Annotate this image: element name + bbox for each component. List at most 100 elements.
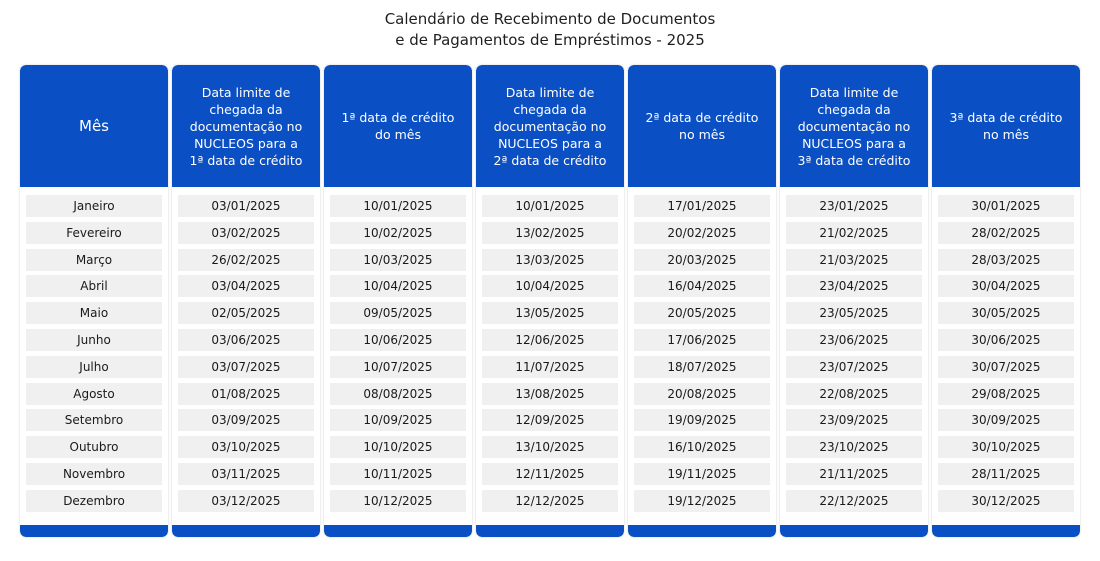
table-column-2: Data limite de chegada da documentação n… <box>172 65 320 537</box>
date-cell: 03/06/2025 <box>178 328 314 351</box>
date-cell: 10/09/2025 <box>330 409 466 432</box>
date-cell: 12/11/2025 <box>482 462 618 485</box>
date-cell: 03/04/2025 <box>178 275 314 298</box>
title-line-2: e de Pagamentos de Empréstimos - 2025 <box>395 31 705 49</box>
page-title: Calendário de Recebimento de Documentos … <box>0 9 1100 51</box>
column-cells: 17/01/2025 20/02/2025 20/03/2025 16/04/2025… <box>634 195 770 517</box>
date-cell: 01/08/2025 <box>178 382 314 405</box>
column-cells: 10/01/2025 13/02/2025 13/03/2025 10/04/2025… <box>482 195 618 517</box>
date-cell: 21/02/2025 <box>786 221 922 244</box>
month-cell: Setembro <box>26 409 162 432</box>
date-cell: 10/03/2025 <box>330 248 466 271</box>
date-cell: 20/08/2025 <box>634 382 770 405</box>
date-cell: 03/10/2025 <box>178 436 314 459</box>
date-cell: 02/05/2025 <box>178 302 314 325</box>
date-cell: 19/12/2025 <box>634 489 770 512</box>
date-cell: 03/01/2025 <box>178 195 314 217</box>
date-cell: 30/10/2025 <box>938 436 1074 459</box>
date-cell: 16/10/2025 <box>634 436 770 459</box>
date-cell: 10/04/2025 <box>330 275 466 298</box>
date-cell: 30/07/2025 <box>938 355 1074 378</box>
date-cell: 13/02/2025 <box>482 221 618 244</box>
month-cell: Novembro <box>26 462 162 485</box>
date-cell: 29/08/2025 <box>938 382 1074 405</box>
date-cell: 03/02/2025 <box>178 221 314 244</box>
date-cell: 08/08/2025 <box>330 382 466 405</box>
date-cell: 28/11/2025 <box>938 462 1074 485</box>
date-cell: 20/05/2025 <box>634 302 770 325</box>
date-cell: 30/04/2025 <box>938 275 1074 298</box>
date-cell: 23/06/2025 <box>786 328 922 351</box>
date-cell: 16/04/2025 <box>634 275 770 298</box>
date-cell: 23/07/2025 <box>786 355 922 378</box>
column-cells: Janeiro Fevereiro Março Abril Maio Junho Julho… <box>26 195 162 517</box>
column-header: Mês <box>20 65 168 187</box>
date-cell: 19/09/2025 <box>634 409 770 432</box>
date-cell: 09/05/2025 <box>330 302 466 325</box>
month-cell: Abril <box>26 275 162 298</box>
date-cell: 10/02/2025 <box>330 221 466 244</box>
column-footer <box>172 525 320 537</box>
date-cell: 03/11/2025 <box>178 462 314 485</box>
date-cell: 28/02/2025 <box>938 221 1074 244</box>
column-footer <box>628 525 776 537</box>
date-cell: 10/11/2025 <box>330 462 466 485</box>
column-header: 1ª data de crédito do mês <box>324 65 472 187</box>
date-cell: 10/10/2025 <box>330 436 466 459</box>
month-cell: Maio <box>26 302 162 325</box>
date-cell: 21/11/2025 <box>786 462 922 485</box>
date-cell: 30/12/2025 <box>938 489 1074 512</box>
date-cell: 12/12/2025 <box>482 489 618 512</box>
date-cell: 20/02/2025 <box>634 221 770 244</box>
date-cell: 10/12/2025 <box>330 489 466 512</box>
month-cell: Julho <box>26 355 162 378</box>
column-header: Data limite de chegada da documentação n… <box>780 65 928 187</box>
date-cell: 22/08/2025 <box>786 382 922 405</box>
table-column-7: 3ª data de crédito no mês 30/01/2025 28/02… <box>932 65 1080 537</box>
column-cells: 03/01/2025 03/02/2025 26/02/2025 03/04/2025… <box>178 195 314 517</box>
table-column-3: 1ª data de crédito do mês 10/01/2025 10/02… <box>324 65 472 537</box>
date-cell: 13/10/2025 <box>482 436 618 459</box>
date-cell: 23/09/2025 <box>786 409 922 432</box>
title-line-1: Calendário de Recebimento de Documentos <box>384 10 716 28</box>
date-cell: 18/07/2025 <box>634 355 770 378</box>
column-footer <box>476 525 624 537</box>
month-cell: Agosto <box>26 382 162 405</box>
date-cell: 17/06/2025 <box>634 328 770 351</box>
date-cell: 21/03/2025 <box>786 248 922 271</box>
month-cell: Dezembro <box>26 489 162 512</box>
month-cell: Março <box>26 248 162 271</box>
date-cell: 10/01/2025 <box>482 195 618 217</box>
table-column-4: Data limite de chegada da documentação n… <box>476 65 624 537</box>
date-cell: 11/07/2025 <box>482 355 618 378</box>
date-cell: 10/06/2025 <box>330 328 466 351</box>
date-cell: 13/05/2025 <box>482 302 618 325</box>
column-header: Data limite de chegada da documentação n… <box>476 65 624 187</box>
date-cell: 13/03/2025 <box>482 248 618 271</box>
column-footer <box>20 525 168 537</box>
date-cell: 03/07/2025 <box>178 355 314 378</box>
date-cell: 30/06/2025 <box>938 328 1074 351</box>
month-cell: Fevereiro <box>26 221 162 244</box>
column-header: 3ª data de crédito no mês <box>932 65 1080 187</box>
column-footer <box>932 525 1080 537</box>
month-cell: Junho <box>26 328 162 351</box>
date-cell: 19/11/2025 <box>634 462 770 485</box>
date-cell: 30/09/2025 <box>938 409 1074 432</box>
date-cell: 10/07/2025 <box>330 355 466 378</box>
date-cell: 23/05/2025 <box>786 302 922 325</box>
date-cell: 13/08/2025 <box>482 382 618 405</box>
date-cell: 23/01/2025 <box>786 195 922 217</box>
table-column-5: 2ª data de crédito no mês 17/01/2025 20/02… <box>628 65 776 537</box>
column-cells: 23/01/2025 21/02/2025 21/03/2025 23/04/2025… <box>786 195 922 517</box>
column-cells: 30/01/2025 28/02/2025 28/03/2025 30/04/2025… <box>938 195 1074 517</box>
date-cell: 22/12/2025 <box>786 489 922 512</box>
date-cell: 03/09/2025 <box>178 409 314 432</box>
column-header: Data limite de chegada da documentação n… <box>172 65 320 187</box>
date-cell: 23/10/2025 <box>786 436 922 459</box>
date-cell: 12/06/2025 <box>482 328 618 351</box>
table-column-1: Mês Janeiro Fevereiro Março Abril Maio Junho Ju… <box>20 65 168 537</box>
month-cell: Janeiro <box>26 195 162 217</box>
column-cells: 10/01/2025 10/02/2025 10/03/2025 10/04/2025… <box>330 195 466 517</box>
date-cell: 03/12/2025 <box>178 489 314 512</box>
